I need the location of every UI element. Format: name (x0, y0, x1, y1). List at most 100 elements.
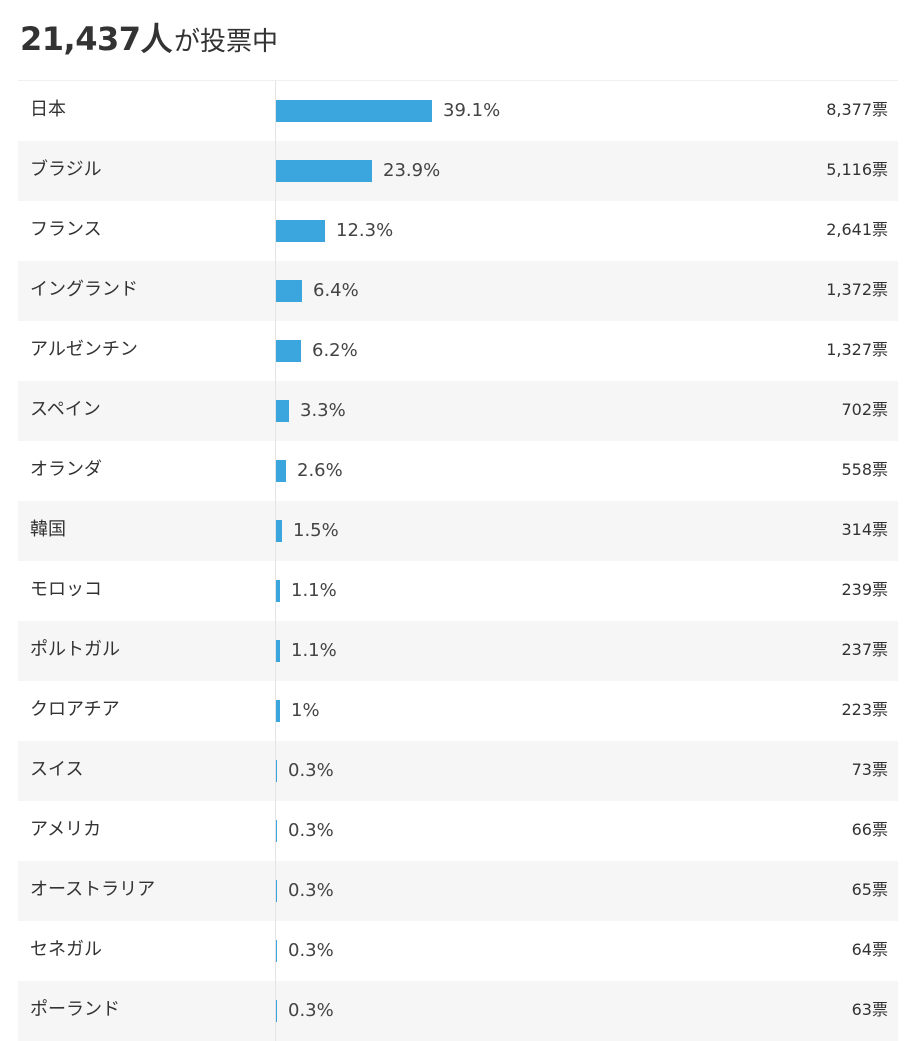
vote-bar (276, 280, 302, 302)
poll-row: スペイン 3.3% 702票 (18, 381, 898, 441)
poll-row: 日本 39.1% 8,377票 (18, 81, 898, 141)
vote-count: 5,116票 (826, 160, 888, 179)
percent-label: 0.3% (288, 879, 334, 901)
bar-area: 23.9% (276, 141, 440, 201)
poll-row: ブラジル 23.9% 5,116票 (18, 141, 898, 201)
column-divider (275, 141, 276, 201)
vote-bar (276, 880, 277, 902)
country-label: イングランド (30, 279, 138, 300)
percent-label: 0.3% (288, 939, 334, 961)
country-label: 日本 (30, 99, 66, 120)
column-divider (275, 681, 276, 741)
column-divider (275, 561, 276, 621)
bar-area: 1.5% (276, 501, 339, 561)
column-divider (275, 861, 276, 921)
country-label: ブラジル (30, 159, 102, 180)
total-voters: 21,437人 (20, 20, 173, 58)
vote-count: 66票 (851, 820, 888, 839)
vote-count: 239票 (841, 580, 888, 599)
poll-row: ポーランド 0.3% 63票 (18, 981, 898, 1041)
poll-row: イングランド 6.4% 1,372票 (18, 261, 898, 321)
column-divider (275, 621, 276, 681)
vote-bar (276, 760, 277, 782)
country-label: ポルトガル (30, 639, 120, 660)
bar-area: 1% (276, 681, 320, 741)
column-divider (275, 921, 276, 981)
percent-label: 1.5% (293, 519, 339, 541)
percent-label: 1% (291, 699, 320, 721)
percent-label: 6.2% (312, 339, 358, 361)
country-label: ポーランド (30, 999, 120, 1020)
country-label: クロアチア (30, 699, 120, 720)
vote-bar (276, 460, 286, 482)
voting-status-label: が投票中 (174, 27, 279, 57)
bar-area: 0.3% (276, 801, 334, 861)
vote-bar (276, 400, 289, 422)
column-divider (275, 741, 276, 801)
vote-count: 558票 (841, 460, 888, 479)
bar-area: 0.3% (276, 921, 334, 981)
percent-label: 0.3% (288, 759, 334, 781)
vote-bar (276, 820, 277, 842)
poll-row: ポルトガル 1.1% 237票 (18, 621, 898, 681)
poll-results-chart: 日本 39.1% 8,377票 ブラジル 23.9% 5,116票 フランス 12.3% 2,6… (18, 80, 898, 1041)
country-label: アルゼンチン (30, 339, 138, 360)
country-label: フランス (30, 219, 102, 240)
vote-bar (276, 940, 277, 962)
vote-count: 63票 (851, 1000, 888, 1019)
bar-area: 0.3% (276, 981, 334, 1041)
percent-label: 6.4% (313, 279, 359, 301)
country-label: アメリカ (30, 819, 102, 840)
vote-count: 73票 (851, 760, 888, 779)
vote-bar (276, 580, 280, 602)
country-label: オランダ (30, 459, 102, 480)
percent-label: 0.3% (288, 999, 334, 1021)
bar-area: 12.3% (276, 201, 393, 261)
bar-area: 0.3% (276, 741, 334, 801)
poll-row: アメリカ 0.3% 66票 (18, 801, 898, 861)
bar-area: 6.2% (276, 321, 358, 381)
vote-count: 2,641票 (826, 220, 888, 239)
bar-area: 39.1% (276, 81, 500, 141)
vote-bar (276, 100, 432, 122)
percent-label: 2.6% (297, 459, 343, 481)
poll-row: スイス 0.3% 73票 (18, 741, 898, 801)
poll-row: オランダ 2.6% 558票 (18, 441, 898, 501)
bar-area: 1.1% (276, 621, 337, 681)
vote-bar (276, 220, 325, 242)
bar-area: 1.1% (276, 561, 337, 621)
poll-row: モロッコ 1.1% 239票 (18, 561, 898, 621)
vote-count: 64票 (851, 940, 888, 959)
percent-label: 3.3% (300, 399, 346, 421)
percent-label: 23.9% (383, 159, 441, 181)
poll-row: 韓国 1.5% 314票 (18, 501, 898, 561)
column-divider (275, 201, 276, 261)
poll-row: クロアチア 1% 223票 (18, 681, 898, 741)
country-label: スペイン (30, 399, 101, 420)
poll-row: オーストラリア 0.3% 65票 (18, 861, 898, 921)
poll-row: セネガル 0.3% 64票 (18, 921, 898, 981)
vote-count: 237票 (841, 640, 888, 659)
bar-area: 3.3% (276, 381, 346, 441)
column-divider (275, 261, 276, 321)
vote-bar (276, 520, 282, 542)
percent-label: 1.1% (291, 639, 337, 661)
percent-label: 39.1% (443, 99, 501, 121)
country-label: 韓国 (30, 519, 66, 540)
percent-label: 12.3% (336, 219, 394, 241)
vote-count: 223票 (841, 700, 888, 719)
column-divider (275, 441, 276, 501)
vote-count: 314票 (841, 520, 888, 539)
vote-count: 702票 (841, 400, 888, 419)
vote-count: 1,372票 (826, 280, 888, 299)
percent-label: 0.3% (288, 819, 334, 841)
poll-row: フランス 12.3% 2,641票 (18, 201, 898, 261)
vote-bar (276, 340, 301, 362)
column-divider (275, 381, 276, 441)
country-label: モロッコ (30, 579, 102, 600)
country-label: オーストラリア (30, 879, 156, 900)
vote-bar (276, 160, 372, 182)
vote-bar (276, 640, 280, 662)
vote-count: 65票 (851, 880, 888, 899)
bar-area: 2.6% (276, 441, 343, 501)
